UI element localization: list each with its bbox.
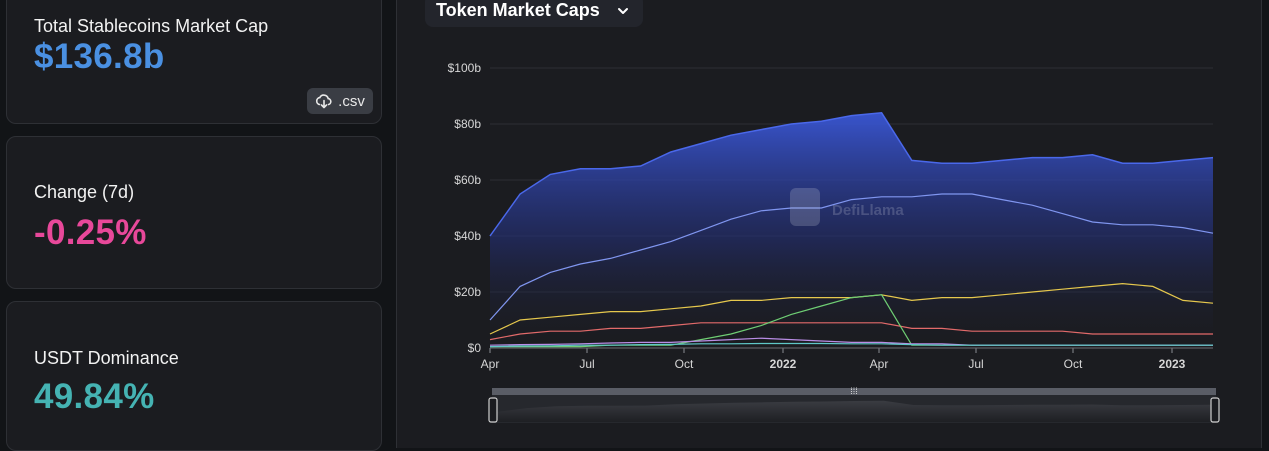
csv-download-button[interactable]: .csv <box>307 88 373 114</box>
brush-right-handle[interactable] <box>1210 397 1220 423</box>
x-tick-label: Oct <box>675 357 694 371</box>
brush-top-bar[interactable] <box>492 388 1216 395</box>
x-tick-label: Jul <box>968 357 983 371</box>
y-tick-label: $20b <box>454 285 481 299</box>
y-tick-label: $0 <box>468 341 482 355</box>
y-tick-label: $80b <box>454 117 481 131</box>
y-tick-label: $60b <box>454 173 481 187</box>
series-line-3 <box>489 322 1213 341</box>
x-tick-label: Apr <box>481 357 500 371</box>
brush-preview-area <box>497 400 1211 422</box>
change-7d-card: Change (7d) -0.25% <box>6 136 382 289</box>
brush-left-handle[interactable] <box>488 397 498 423</box>
defillama-watermark: DefiLlama <box>790 188 904 226</box>
brush-grip-icon: ⁞⁞⁞ <box>850 386 858 396</box>
change-7d-value: -0.25% <box>34 213 147 252</box>
chart-type-label: Token Market Caps <box>436 0 600 20</box>
y-tick-label: $100b <box>448 61 482 75</box>
market-cap-value: $136.8b <box>34 37 165 76</box>
change-7d-label: Change (7d) <box>34 182 135 202</box>
series-area-0 <box>490 112 1213 348</box>
series-line-6 <box>489 342 1213 348</box>
chevron-down-icon <box>618 8 628 14</box>
csv-button-label: .csv <box>338 92 365 110</box>
time-range-brush[interactable]: ⁞⁞⁞ <box>488 386 1220 423</box>
usdt-dominance-value: 49.84% <box>34 377 155 416</box>
x-tick-label: Oct <box>1064 357 1083 371</box>
cloud-download-icon <box>316 94 332 109</box>
usdt-dominance-card: USDT Dominance 49.84% <box>6 301 382 451</box>
x-tick-label: Jul <box>579 357 594 371</box>
x-tick-label: 2022 <box>770 357 797 371</box>
market-cap-label: Total Stablecoins Market Cap <box>34 16 269 36</box>
series-line-1 <box>489 193 1214 321</box>
x-tick-label: 2023 <box>1159 357 1186 371</box>
svg-text:DefiLlama: DefiLlama <box>832 202 904 219</box>
x-tick-label: Apr <box>870 357 889 371</box>
market-cap-card: Total Stablecoins Market Cap $136.8b .cs… <box>6 0 382 124</box>
y-tick-label: $40b <box>454 229 481 243</box>
chart-type-selector[interactable]: Token Market Caps <box>425 0 643 27</box>
token-market-caps-chart: $0 $20b $40b $60b $80b $100b Apr Jul Oct 2022 Apr… <box>448 61 1220 423</box>
series-line-0 <box>489 112 1214 237</box>
usdt-dominance-label: USDT Dominance <box>34 348 179 368</box>
